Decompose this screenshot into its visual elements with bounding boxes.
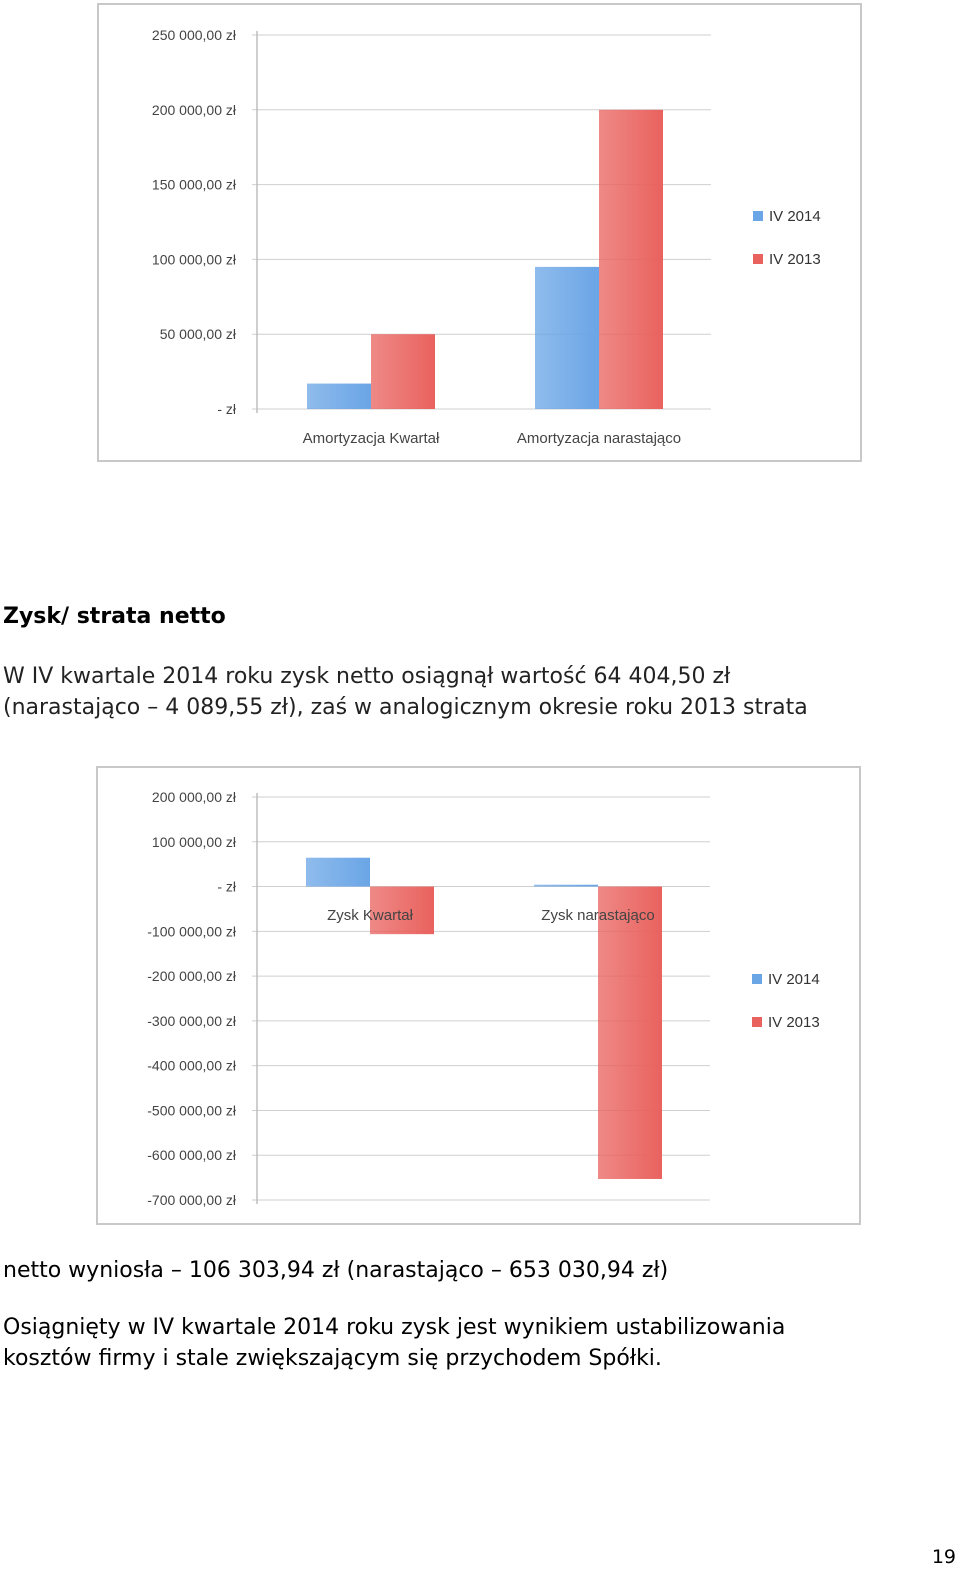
- category-label: Amortyzacja Kwartał: [303, 430, 440, 447]
- depreciation-chart-svg: - zł 50 000,00 zł 100 000,00 zł 150 000,00 …: [152, 27, 821, 447]
- bar-iv-2014-amortyzacja-kwarta: [307, 383, 371, 409]
- legend-label: IV 2013: [768, 1014, 820, 1031]
- legend-swatch-iv-2013: [752, 1017, 762, 1027]
- y-tick-label: -200 000,00 zł: [147, 968, 237, 984]
- bar-iv-2013-amortyzacja-narastaj-co: [599, 109, 663, 410]
- bar-iv-2014-zysk-narastaj-co: [534, 884, 598, 887]
- y-tick-label: 100 000,00 zł: [152, 251, 237, 267]
- y-tick-label: 250 000,00 zł: [152, 27, 237, 43]
- bar-iv-2013-zysk-narastaj-co: [598, 886, 662, 1179]
- y-tick-label: 200 000,00 zł: [152, 789, 237, 805]
- y-tick-label: 150 000,00 zł: [152, 177, 237, 193]
- profit-paragraph: W IV kwartale 2014 roku zysk netto osiąg…: [3, 661, 808, 723]
- depreciation-chart: - zł 50 000,00 zł 100 000,00 zł 150 000,00 …: [97, 3, 862, 462]
- summary-paragraph-line-2: kosztów firmy i stale zwiększającym się …: [3, 1346, 662, 1371]
- y-tick-label: -600 000,00 zł: [147, 1147, 237, 1163]
- profit-paragraph-line-1: W IV kwartale 2014 roku zysk netto osiąg…: [3, 664, 731, 689]
- summary-paragraph: Osiągnięty w IV kwartale 2014 roku zysk …: [3, 1312, 785, 1374]
- y-tick-label: -700 000,00 zł: [147, 1192, 237, 1208]
- category-label: Zysk narastająco: [541, 907, 654, 924]
- y-tick-label: - zł: [217, 401, 237, 417]
- legend-swatch-iv-2013: [753, 254, 763, 264]
- y-tick-label: - zł: [217, 879, 237, 895]
- y-tick-label: -400 000,00 zł: [147, 1058, 237, 1074]
- y-tick-label: -300 000,00 zł: [147, 1013, 237, 1029]
- y-tick-label: 200 000,00 zł: [152, 102, 237, 118]
- bar-iv-2013-amortyzacja-kwarta: [371, 334, 435, 409]
- legend-swatch-iv-2014: [752, 974, 762, 984]
- bar-iv-2014-zysk-kwarta: [306, 857, 370, 887]
- bar-iv-2013-zysk-kwarta: [370, 886, 434, 935]
- summary-paragraph-line-1: Osiągnięty w IV kwartale 2014 roku zysk …: [3, 1315, 786, 1340]
- y-tick-label: -100 000,00 zł: [147, 923, 237, 939]
- net-profit-chart-svg: 200 000,00 zł 100 000,00 zł - zł -100 000,0…: [147, 789, 820, 1208]
- y-tick-label: -500 000,00 zł: [147, 1102, 237, 1118]
- legend-swatch-iv-2014: [753, 211, 763, 221]
- section-heading: Zysk/ strata netto: [3, 604, 226, 629]
- net-profit-chart: 200 000,00 zł 100 000,00 zł - zł -100 000,0…: [96, 766, 861, 1225]
- loss-paragraph: netto wyniosła – 106 303,94 zł (narastaj…: [3, 1258, 669, 1283]
- page-number: 19: [931, 1546, 956, 1568]
- legend-label: IV 2013: [769, 251, 821, 268]
- legend-label: IV 2014: [768, 971, 820, 988]
- y-tick-label: 100 000,00 zł: [152, 834, 237, 850]
- bar-iv-2014-amortyzacja-narastaj-co: [535, 266, 599, 409]
- category-label: Zysk Kwartał: [327, 907, 414, 924]
- profit-paragraph-line-2: (narastająco – 4 089,55 zł), zaś w analo…: [3, 695, 808, 720]
- category-label: Amortyzacja narastająco: [517, 430, 681, 447]
- legend-label: IV 2014: [769, 208, 821, 225]
- y-tick-label: 50 000,00 zł: [160, 326, 237, 342]
